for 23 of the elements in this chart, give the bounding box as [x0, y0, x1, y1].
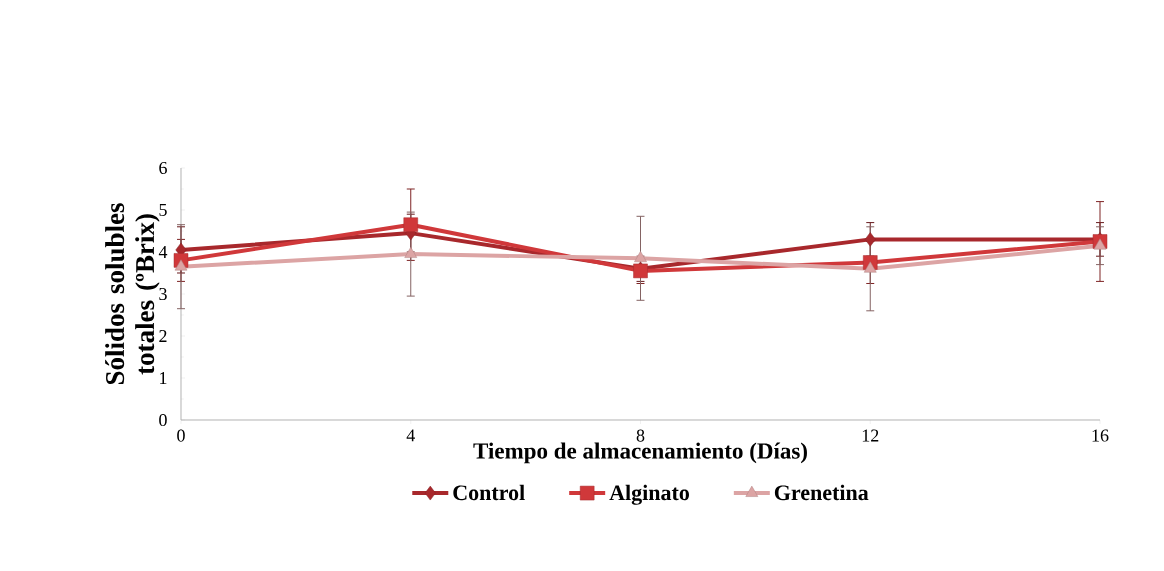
y-tick-label: 3 [159, 287, 167, 301]
x-tick-label: 8 [636, 429, 645, 442]
y-tick-label: 4 [158, 246, 168, 258]
x-tick-label: 16 [1092, 429, 1109, 442]
x-axis-title: Tiempo de almacenamiento (Días) [473, 442, 807, 464]
y-tick-label: 2 [159, 330, 167, 342]
point [174, 259, 188, 271]
point [864, 232, 876, 247]
x-tick-label: 0 [177, 429, 185, 442]
legend-label: Alginato [609, 484, 689, 505]
point [404, 246, 418, 258]
point [403, 217, 418, 232]
point [863, 261, 877, 273]
point [1093, 238, 1107, 250]
y-tick-label: 1 [160, 372, 167, 384]
legend-label: Grenetina [774, 484, 869, 501]
x-tick-label: 4 [406, 429, 415, 442]
y-axis-title: Sólidos solubles totales (ºBrix) [105, 203, 160, 385]
x-tick-label: 12 [862, 429, 879, 442]
y-tick-label: 5 [159, 204, 167, 216]
y-tick-label: 0 [159, 413, 167, 427]
y-tick-label: 6 [159, 161, 167, 175]
legend-label: Control [453, 484, 525, 501]
